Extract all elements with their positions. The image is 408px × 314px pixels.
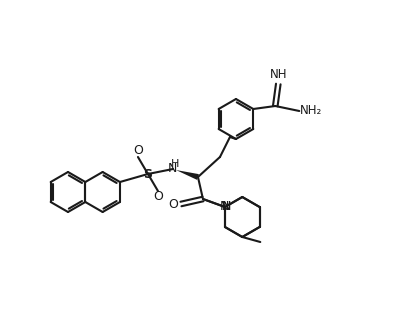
Text: N: N (219, 201, 228, 214)
Text: N: N (221, 199, 231, 213)
Text: NH₂: NH₂ (300, 105, 322, 117)
Polygon shape (176, 170, 199, 180)
Text: O: O (168, 198, 178, 210)
Text: NH: NH (270, 68, 287, 82)
Text: H: H (171, 159, 179, 169)
Text: N: N (221, 201, 231, 214)
Text: N: N (167, 163, 177, 176)
Text: O: O (133, 144, 143, 158)
Text: S: S (144, 167, 153, 181)
Text: O: O (153, 191, 163, 203)
